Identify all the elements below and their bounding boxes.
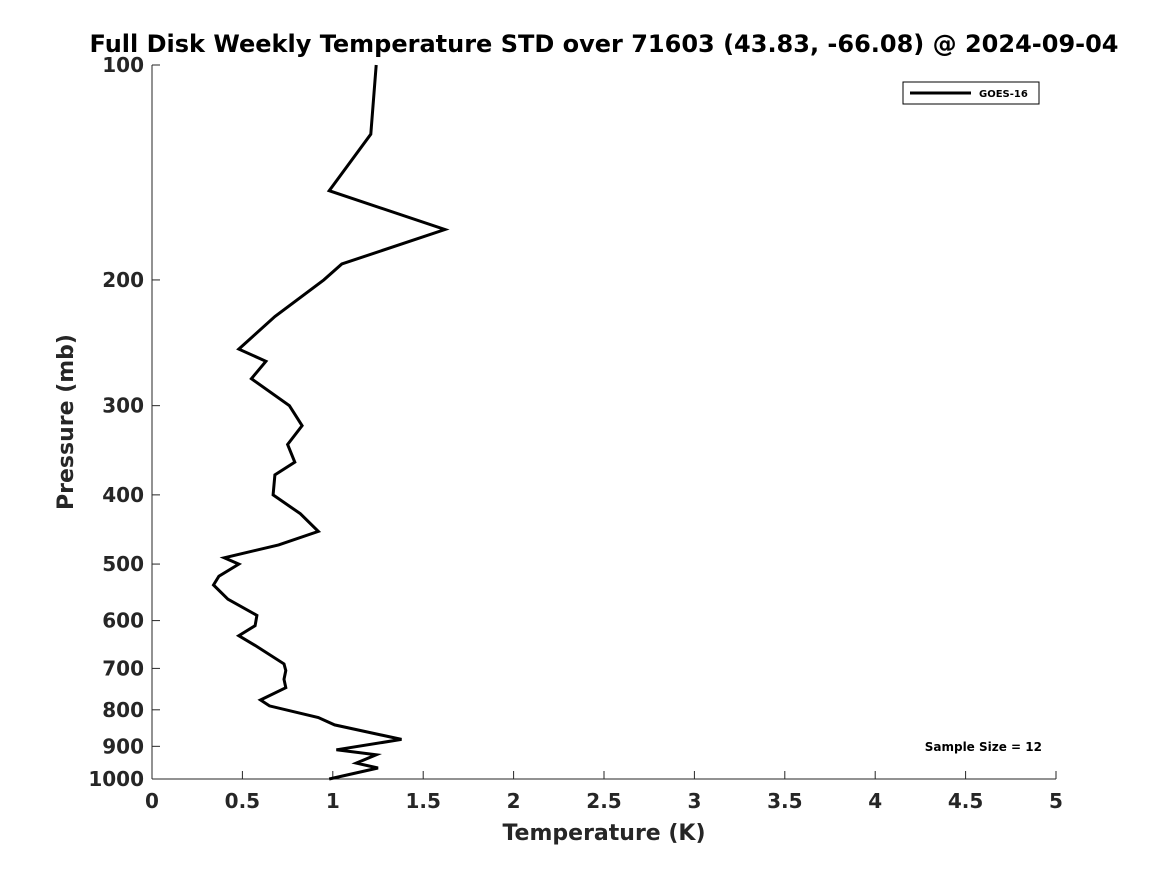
y-tick-label: 500 — [102, 552, 144, 576]
y-tick-label: 600 — [102, 609, 144, 633]
y-axis-label: Pressure (mb) — [54, 334, 79, 510]
x-tick-label: 0 — [145, 789, 159, 813]
x-tick-label: 5 — [1049, 789, 1063, 813]
chart-title: Full Disk Weekly Temperature STD over 71… — [90, 30, 1119, 58]
x-tick-label: 3 — [687, 789, 701, 813]
x-tick-label: 1 — [326, 789, 340, 813]
y-tick-label: 800 — [102, 698, 144, 722]
x-tick-label: 4.5 — [948, 789, 983, 813]
sample-size-annotation: Sample Size = 12 — [925, 740, 1042, 754]
y-tick-label: 100 — [102, 53, 144, 77]
y-tick-label: 900 — [102, 734, 144, 758]
y-tick-label: 400 — [102, 483, 144, 507]
x-tick-label: 0.5 — [225, 789, 260, 813]
y-tick-label: 300 — [102, 394, 144, 418]
x-axis-label: Temperature (K) — [502, 821, 705, 846]
x-tick-label: 2.5 — [586, 789, 621, 813]
series-layer — [211, 64, 450, 781]
x-tick-label: 2 — [507, 789, 521, 813]
y-tick-label: 1000 — [88, 767, 144, 791]
x-tick-label: 3.5 — [767, 789, 802, 813]
x-tick-label: 4 — [868, 789, 882, 813]
x-tick-label: 1.5 — [405, 789, 440, 813]
legend: GOES-16 — [902, 81, 1040, 105]
y-axis-ticks: 100 200 300 400 500 600 700 800 900 1000 — [88, 53, 160, 791]
y-tick-label: 200 — [102, 268, 144, 292]
legend-label-goes-16: GOES-16 — [979, 89, 1028, 100]
y-tick-label: 700 — [102, 656, 144, 680]
series-line-goes-16 — [211, 64, 450, 781]
x-axis-ticks: 0 0.5 1 1.5 2 2.5 3 3.5 4 4.5 5 — [145, 771, 1063, 813]
